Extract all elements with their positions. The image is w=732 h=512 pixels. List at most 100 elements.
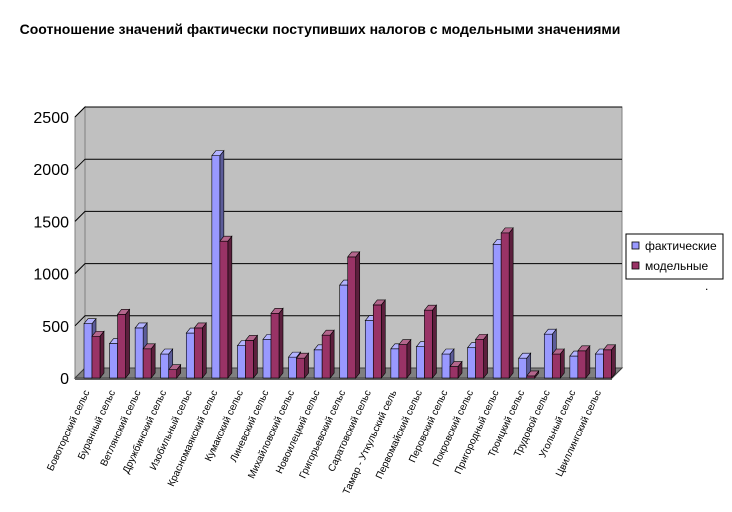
bar-front bbox=[160, 353, 170, 379]
gridline bbox=[74, 106, 622, 118]
bar-side bbox=[329, 329, 335, 379]
bar-model bbox=[193, 322, 207, 379]
bar-front bbox=[449, 366, 459, 379]
bar-top bbox=[287, 351, 302, 358]
bar-front bbox=[237, 345, 246, 379]
bar-model bbox=[526, 370, 540, 379]
bar-side bbox=[585, 345, 591, 379]
bar-model bbox=[244, 334, 259, 379]
x-category-label: Михайловский сельс bbox=[246, 389, 297, 481]
bar-front bbox=[288, 356, 297, 379]
bar-top bbox=[526, 370, 540, 377]
bar-front bbox=[372, 304, 382, 379]
bar-front bbox=[526, 375, 536, 379]
floor-edge bbox=[75, 378, 612, 380]
bar-front bbox=[441, 353, 451, 379]
bar-top bbox=[543, 328, 557, 335]
bar-front bbox=[364, 320, 374, 379]
bar-side bbox=[611, 343, 616, 379]
bar-top bbox=[295, 352, 310, 359]
bar-side bbox=[483, 333, 488, 379]
bar-model bbox=[347, 251, 361, 379]
bar-model bbox=[577, 345, 591, 379]
legend-box bbox=[625, 233, 724, 280]
legend-label: фактические bbox=[645, 239, 717, 253]
bar-front bbox=[416, 346, 425, 379]
bar-front bbox=[134, 327, 144, 379]
bar-front bbox=[296, 357, 305, 379]
bar-model bbox=[423, 304, 438, 379]
bar-top bbox=[551, 348, 565, 355]
bar-front bbox=[117, 314, 126, 379]
bar-model bbox=[474, 333, 489, 379]
bar-side bbox=[150, 342, 156, 379]
bar-top bbox=[321, 329, 335, 336]
stray-dot: . bbox=[705, 279, 708, 293]
bar-front bbox=[185, 332, 195, 379]
bar-front bbox=[390, 348, 400, 379]
bar-model bbox=[219, 235, 233, 379]
bar-model bbox=[449, 360, 463, 379]
y-axis-ticks: 0 500 1000 1500 2000 2500 bbox=[33, 110, 69, 388]
bar-top bbox=[474, 334, 489, 340]
bar-front bbox=[603, 349, 612, 379]
y-tick-label: 2000 bbox=[33, 162, 69, 179]
bar-model bbox=[295, 352, 310, 379]
bar-model bbox=[372, 299, 386, 379]
bar-front bbox=[569, 355, 579, 379]
bar-front bbox=[211, 155, 221, 379]
bar-side bbox=[227, 235, 233, 379]
bar-front bbox=[339, 284, 349, 379]
gridline bbox=[74, 263, 622, 274]
bar-model bbox=[142, 342, 156, 379]
bar-front bbox=[543, 333, 553, 379]
bar-top bbox=[193, 322, 207, 329]
bar-model bbox=[270, 307, 284, 379]
y-tick-label: 500 bbox=[42, 319, 69, 336]
side-wall bbox=[74, 105, 86, 380]
bar-front bbox=[270, 312, 280, 379]
bar-top bbox=[423, 304, 438, 311]
y-tick-label: 2500 bbox=[33, 110, 69, 127]
legend-swatch bbox=[631, 261, 640, 270]
bar-front bbox=[83, 323, 93, 379]
bar-front bbox=[245, 340, 254, 379]
bar-front bbox=[168, 369, 178, 379]
bar-model bbox=[168, 363, 182, 379]
bar-front bbox=[193, 327, 203, 379]
chart-title: Соотношение значений фактически поступив… bbox=[19, 21, 621, 37]
bar-model bbox=[551, 348, 565, 379]
bar-top bbox=[372, 299, 386, 306]
bar-model bbox=[602, 343, 617, 379]
bar-top bbox=[270, 307, 284, 314]
bar-front bbox=[577, 350, 587, 379]
bar-side bbox=[201, 322, 207, 379]
bar-front bbox=[475, 339, 484, 379]
bar-front bbox=[347, 256, 357, 379]
bar-front bbox=[595, 353, 604, 379]
bar-front bbox=[219, 240, 229, 379]
bar-model bbox=[500, 227, 514, 379]
bar-front bbox=[313, 349, 323, 379]
bar-top bbox=[142, 343, 156, 350]
bar-front bbox=[321, 334, 331, 379]
bar-side bbox=[253, 334, 258, 379]
gridline bbox=[74, 158, 622, 170]
gridline bbox=[74, 315, 622, 327]
bar-side bbox=[432, 304, 437, 379]
bar-top bbox=[168, 364, 182, 370]
bar-top bbox=[398, 339, 412, 345]
bar-front bbox=[551, 353, 561, 379]
bar-side bbox=[508, 227, 514, 379]
bar-side bbox=[99, 330, 105, 379]
x-category-label: Первомайский сельс bbox=[374, 389, 425, 481]
bar-model bbox=[321, 329, 335, 379]
bar-top bbox=[602, 344, 617, 351]
bar-top bbox=[500, 227, 514, 234]
bar-top bbox=[518, 352, 532, 359]
bar-top bbox=[160, 348, 174, 355]
bar-front bbox=[262, 339, 272, 379]
bar-top bbox=[441, 348, 455, 355]
